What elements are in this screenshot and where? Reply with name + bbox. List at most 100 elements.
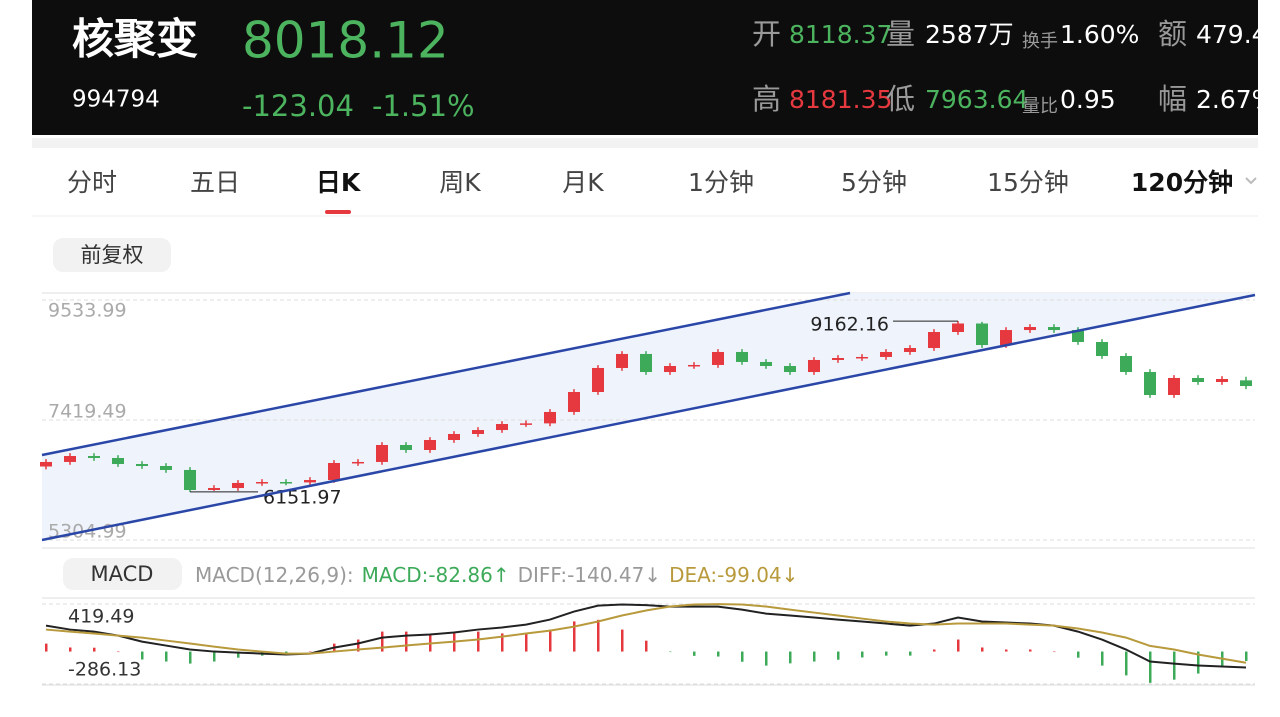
legend-name: DIFF: — [518, 563, 568, 587]
price: 8018.12 — [242, 12, 449, 70]
macd-bar — [573, 621, 576, 652]
macd-bar — [1149, 651, 1152, 683]
candle-body — [88, 456, 100, 458]
stat-label: 量 — [886, 17, 915, 51]
macd-bar — [1125, 651, 1128, 676]
change: -123.04 — [242, 89, 354, 123]
candle-body — [904, 348, 916, 352]
tab[interactable]: 分时 — [67, 168, 117, 197]
candle-body — [496, 424, 508, 431]
candle-body — [112, 457, 124, 465]
macd-bar — [765, 651, 768, 666]
adjust-label[interactable]: 前复权 — [81, 243, 144, 267]
stat-label: 高 — [752, 82, 781, 116]
tab[interactable]: 120分钟 — [1131, 168, 1233, 197]
stat-value: 479.4 — [1196, 20, 1268, 49]
indicator-label[interactable]: MACD — [91, 562, 154, 586]
candle-body — [256, 481, 268, 484]
candle-body — [808, 359, 820, 373]
candle-body — [712, 351, 724, 365]
tab[interactable]: 五日 — [190, 168, 240, 197]
candle-body — [376, 444, 388, 462]
tab[interactable]: 1分钟 — [688, 168, 754, 197]
tab[interactable]: 5分钟 — [841, 168, 907, 197]
candle-body — [1024, 327, 1036, 331]
candle-body — [640, 353, 652, 373]
stat-label: 幅 — [1158, 82, 1187, 116]
channel-lower — [41, 293, 1256, 542]
macd-bar — [957, 639, 960, 652]
macd-bar — [741, 651, 744, 662]
tab[interactable]: 周K — [439, 168, 481, 197]
candle-body — [1048, 327, 1060, 331]
macd-bar — [1005, 649, 1008, 652]
macd-bar — [717, 651, 720, 657]
y-tick-label: 7419.49 — [48, 401, 127, 423]
candle-body — [424, 440, 436, 450]
macd-params: MACD(12,26,9): — [195, 563, 354, 587]
candle-body — [592, 367, 604, 392]
macd-bar — [597, 619, 600, 652]
stat-label: 额 — [1158, 17, 1187, 51]
indicator-pill[interactable] — [63, 558, 182, 590]
macd-bar — [165, 651, 168, 662]
max-label: 9162.16 — [810, 314, 889, 336]
legend-arrow: ↓ — [782, 563, 799, 587]
macd-bar — [981, 647, 984, 652]
candle-body — [784, 366, 796, 373]
macd-bar — [813, 651, 816, 662]
code: 994794 — [72, 87, 160, 113]
candle-body — [1096, 341, 1108, 357]
candle-body — [1240, 380, 1252, 387]
stat-value: 8181.35 — [789, 85, 892, 114]
macd-bar — [885, 651, 888, 656]
macd-bar — [645, 640, 648, 652]
macd-bar — [381, 631, 384, 652]
macd-bar — [285, 651, 288, 654]
macd-bar — [501, 633, 504, 652]
macd-bar — [117, 651, 120, 653]
macd-bar — [933, 649, 936, 652]
candle-body — [232, 482, 244, 489]
legend-value: -99.04 — [717, 563, 781, 587]
dropdown-icon — [1245, 177, 1257, 185]
macd-bar — [525, 633, 528, 652]
stat-value: 7963.64 — [925, 85, 1028, 114]
macd-bar — [309, 651, 312, 653]
legend-name: DEA: — [669, 563, 717, 587]
macd-bar — [837, 651, 840, 660]
stat-label: 量比 — [1022, 96, 1058, 117]
macd-bar — [1173, 651, 1176, 680]
candle-body — [136, 464, 148, 466]
candle-body — [160, 465, 172, 470]
candle-body — [304, 480, 316, 483]
candle-body — [880, 351, 892, 357]
y-tick-label: 419.49 — [68, 606, 134, 628]
candle-body — [1072, 330, 1084, 342]
tab[interactable]: 15分钟 — [987, 168, 1069, 197]
candle-body — [1216, 378, 1228, 383]
tab[interactable]: 日K — [316, 168, 362, 197]
macd-bar — [669, 651, 672, 653]
y-tick-label: 9533.99 — [48, 300, 127, 322]
stock-name: 核聚变 — [72, 15, 198, 64]
macd-bar — [1197, 651, 1200, 674]
legend-arrow: ↑ — [493, 563, 510, 587]
macd-bar — [141, 651, 144, 660]
adjust-pill[interactable] — [53, 238, 171, 272]
macd-bar — [1053, 651, 1056, 653]
candle-body — [976, 323, 988, 346]
candle-body — [688, 364, 700, 367]
min-label: 6151.97 — [263, 486, 342, 508]
candle-body — [184, 469, 196, 491]
tab[interactable]: 月K — [562, 168, 604, 197]
stat-value: 0.95 — [1060, 85, 1116, 114]
macd-bar — [549, 629, 552, 652]
candle-body — [928, 332, 940, 349]
change-pct: -1.51% — [372, 89, 475, 123]
candle-body — [1144, 372, 1156, 396]
header: 核聚变 8018.12 994794 -123.04 -1.51% 开 8118.… — [32, 0, 1268, 135]
macd-bar — [789, 651, 792, 664]
stat-value: 2587万 — [925, 20, 1014, 49]
